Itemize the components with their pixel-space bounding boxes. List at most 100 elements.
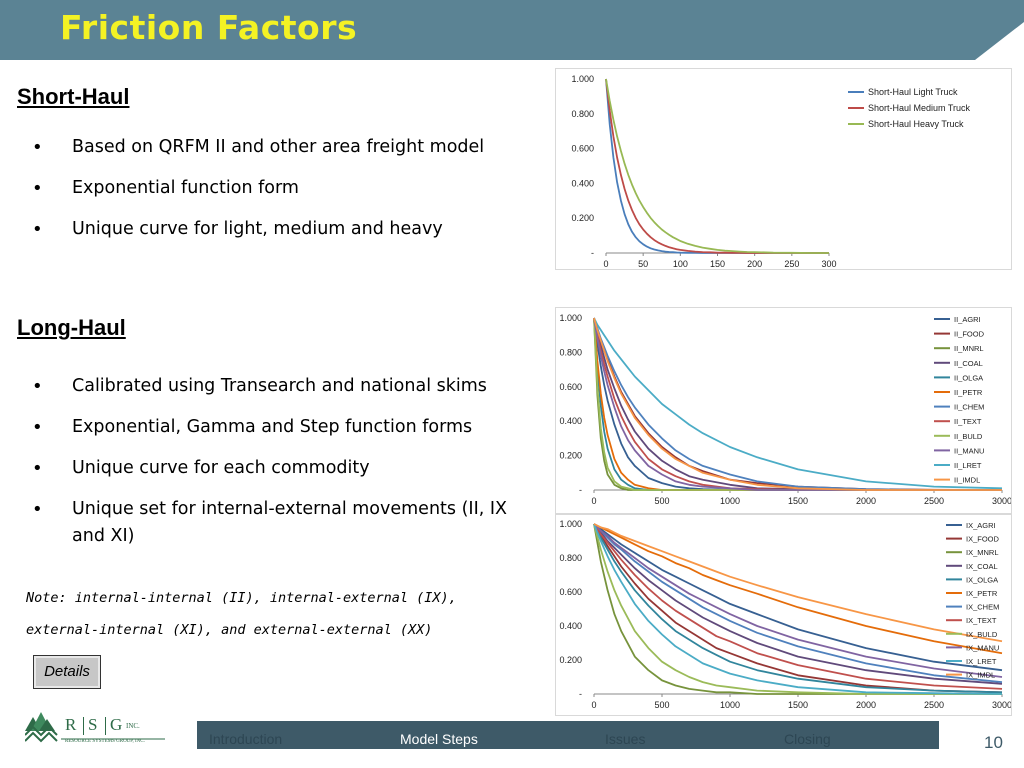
chart-1-x-tick-label: 3000 — [992, 496, 1011, 506]
chart-0-y-tick-label: 0.400 — [571, 178, 594, 188]
chart-2-legend-label: IX_TEXT — [966, 616, 997, 625]
ix-chart-svg: - 0.200 0.400 0.600 0.800 1.000 0 500 1000 1500 20… — [559, 519, 1011, 710]
chart-0-y-tick-label: 0.600 — [571, 144, 594, 154]
chart-1-series-line-ii-lret — [593, 317, 1003, 490]
chart-2-legend-label: IX_MNRL — [966, 548, 999, 557]
chart-1-legend-label: II_MANU — [954, 446, 984, 455]
chart-1-x-tick-label: 500 — [654, 496, 669, 506]
chart-1-y-tick-label: 0.200 — [559, 451, 582, 461]
chart-1-x-tick-label: 0 — [591, 496, 596, 506]
short-haul-chart-svg: - 0.200 0.400 0.600 0.800 1.000 0 50 100 150 200 25… — [571, 74, 1003, 269]
chart-2-legend-label: IX_AGRI — [966, 521, 996, 530]
nav-item-introduction[interactable]: Introduction — [209, 731, 283, 747]
chart-0-x-tick-label: 300 — [821, 259, 836, 269]
chart-2-y-tick-label: 1.000 — [559, 519, 582, 529]
chart-1-y-tick-label: 0.800 — [559, 347, 582, 357]
chart-0-series-line-short-haul-medium-truck — [605, 78, 829, 254]
chart-0-y-tick-label: 0.200 — [571, 213, 594, 223]
chart-2-series-line-ix-buld — [593, 523, 1002, 695]
chart-1-y-tick-label: 0.600 — [559, 382, 582, 392]
short-haul-bullet-list: Based on QRFM II and other area freight … — [30, 134, 530, 257]
chart-0-legend-label: Short-Haul Heavy Truck — [868, 119, 964, 129]
page-number: 10 — [984, 733, 1003, 752]
ii-chart-svg: - 0.200 0.400 0.600 0.800 1.000 0 500 1000 1500 20… — [559, 313, 1011, 506]
chart-2-x-tick-label: 1500 — [788, 700, 808, 710]
chart-2-y-tick-label: 0.800 — [559, 553, 582, 563]
long-haul-bullet: Calibrated using Transearch and national… — [30, 373, 530, 400]
chart-0-series-line-short-haul-light-truck — [605, 78, 829, 254]
chart-2-legend-label: IX_FOOD — [966, 535, 1000, 544]
chart-2-legend-label: IX_OLGA — [966, 575, 998, 584]
chart-2-series-line-ix-manu — [593, 523, 1003, 678]
chart-2-legend-label: IX_MANU — [966, 643, 999, 652]
chart-1-legend-label: II_TEXT — [954, 417, 982, 426]
chart-1-x-tick-label: 2500 — [924, 496, 944, 506]
chart-0-x-tick-label: 150 — [710, 259, 725, 269]
footer-nav-bar: Introduction Model Steps Issues Closing — [197, 721, 939, 749]
chart-1-legend-label: II_MNRL — [954, 344, 984, 353]
short-haul-bullet: Exponential function form — [30, 175, 530, 202]
chart-1-series-line-ii-manu — [593, 317, 1002, 491]
chart-2-y-tick-label: - — [579, 689, 582, 699]
chart-2-legend-label: IX_CHEM — [966, 603, 999, 612]
chart-2-series-line-ix-chem — [593, 523, 1003, 683]
logo-suffix: INC. — [126, 722, 140, 730]
ii-chart: - 0.200 0.400 0.600 0.800 1.000 0 500 1000 1500 20… — [555, 307, 1012, 514]
chart-1-legend-label: II_IMDL — [954, 476, 980, 485]
chart-2-series-line-ix-food — [593, 523, 1003, 694]
chart-0-x-tick-label: 250 — [784, 259, 799, 269]
long-haul-bullet-list: Calibrated using Transearch and national… — [30, 373, 530, 564]
chart-1-legend-label: II_COAL — [954, 359, 983, 368]
chart-1-x-tick-label: 2000 — [856, 496, 876, 506]
logo-letter-r: R — [65, 715, 77, 734]
title-bar-notch — [975, 22, 1024, 60]
chart-2-series-line-ix-imdl — [593, 523, 1003, 643]
chart-1-y-tick-label: 0.400 — [559, 416, 582, 426]
note-text: Note: internal-internal (II), internal-e… — [26, 590, 457, 638]
details-button[interactable]: Details — [33, 655, 101, 689]
long-haul-bullet: Unique set for internal-external movemen… — [30, 496, 530, 550]
chart-0-legend-label: Short-Haul Light Truck — [868, 87, 958, 97]
chart-1-legend-label: II_CHEM — [954, 403, 984, 412]
short-haul-bullet: Unique curve for light, medium and heavy — [30, 216, 530, 243]
chart-2-legend-label: IX_LRET — [966, 657, 997, 666]
long-haul-heading: Long-Haul — [17, 315, 126, 340]
chart-1-legend-label: II_FOOD — [954, 330, 985, 339]
chart-2-legend-label: IX_PETR — [966, 589, 998, 598]
nav-item-model-steps[interactable]: Model Steps — [400, 731, 478, 747]
chart-1-legend-label: II_AGRI — [954, 315, 981, 324]
chart-2-x-tick-label: 2500 — [924, 700, 944, 710]
chart-1-legend-label: II_PETR — [954, 388, 983, 397]
rsg-logo: R S G INC. RESOURCE SYSTEMS GROUP, INC. — [24, 709, 175, 749]
nav-item-issues[interactable]: Issues — [605, 731, 646, 747]
chart-0-x-tick-label: 100 — [673, 259, 688, 269]
short-haul-chart: - 0.200 0.400 0.600 0.800 1.000 0 50 100 150 200 25… — [555, 68, 1012, 270]
chart-2-series-line-ix-agri — [593, 523, 1003, 672]
chart-2-x-tick-label: 0 — [591, 700, 596, 710]
logo-letter-g: G — [110, 715, 123, 734]
chart-2-series-line-ix-coal — [593, 523, 1003, 685]
chart-2-x-tick-label: 3000 — [992, 700, 1011, 710]
chart-0-x-tick-label: 0 — [603, 259, 608, 269]
chart-2-legend-label: IX_IMDL — [966, 671, 995, 680]
chart-1-series-line-ii-chem — [593, 317, 1002, 491]
chart-2-x-tick-label: 2000 — [856, 700, 876, 710]
chart-0-x-tick-label: 50 — [638, 259, 648, 269]
chart-0-legend-box — [843, 81, 1003, 136]
chart-2-series-line-ix-lret — [593, 523, 1003, 695]
nav-item-closing[interactable]: Closing — [784, 731, 831, 747]
logo-letter-s: S — [88, 715, 98, 734]
logo-divider — [83, 717, 84, 735]
ix-chart: - 0.200 0.400 0.600 0.800 1.000 0 500 1000 1500 20… — [555, 514, 1012, 716]
chart-2-x-tick-label: 500 — [654, 700, 669, 710]
chart-2-y-tick-label: 0.400 — [559, 621, 582, 631]
chart-1-legend-label: II_OLGA — [954, 373, 983, 382]
rsg-logo-mark — [24, 712, 165, 743]
chart-2-x-tick-label: 1000 — [720, 700, 740, 710]
logo-tagline: RESOURCE SYSTEMS GROUP, INC. — [65, 739, 145, 744]
logo-divider — [105, 717, 106, 735]
chart-2-series-line-ix-text — [593, 523, 1003, 690]
short-haul-bullet: Based on QRFM II and other area freight … — [30, 134, 530, 161]
chart-1-x-tick-label: 1000 — [720, 496, 740, 506]
chart-2-y-tick-label: 0.600 — [559, 587, 582, 597]
